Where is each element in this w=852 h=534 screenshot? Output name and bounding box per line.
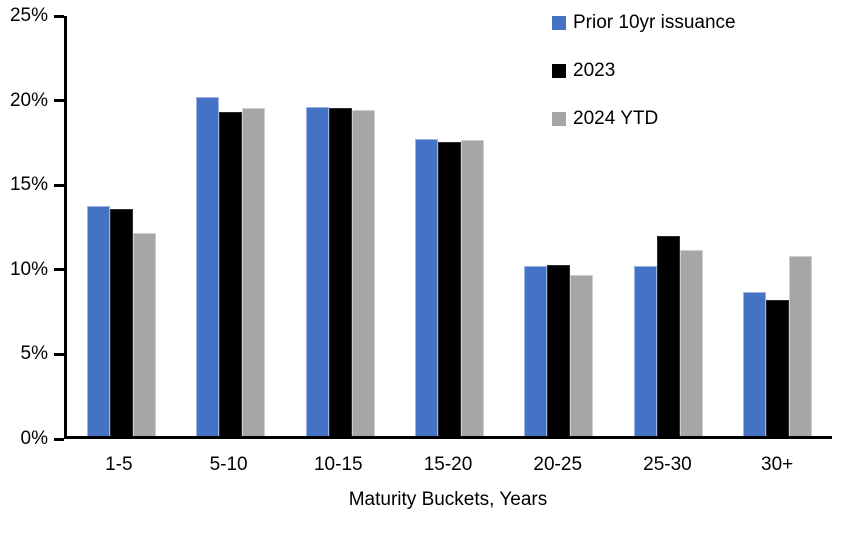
bar <box>547 264 571 436</box>
legend-swatch <box>552 15 566 30</box>
bar <box>351 110 375 436</box>
bar <box>87 205 111 436</box>
x-axis-label: 5-10 <box>209 454 248 475</box>
bar <box>656 236 680 436</box>
bar <box>765 299 789 436</box>
bar <box>219 111 243 436</box>
bar <box>196 96 220 436</box>
bar <box>414 138 438 436</box>
legend-swatch <box>552 63 566 78</box>
y-tick-label: 15% <box>9 174 48 196</box>
legend: Prior 10yr issuance 2023 2024 YTD <box>552 12 736 129</box>
legend-label: Prior 10yr issuance <box>573 12 736 33</box>
y-tick-label: 5% <box>20 343 48 365</box>
bar-group <box>286 16 395 436</box>
y-tick-label: 25% <box>9 5 48 26</box>
y-tick-label: 0% <box>20 428 48 449</box>
bar <box>110 209 134 436</box>
bar <box>328 108 352 436</box>
y-tick-mark <box>54 183 64 187</box>
bar-group <box>395 16 504 436</box>
y-tick-mark <box>54 14 64 18</box>
bar <box>305 106 329 436</box>
legend-label: 2023 <box>573 60 616 81</box>
x-axis-label: 10-15 <box>313 454 363 475</box>
bar <box>524 266 548 436</box>
bar <box>788 256 812 436</box>
bar <box>570 274 594 436</box>
bar-group <box>176 16 285 436</box>
x-axis-labels: 1-5 5-10 10-15 15-20 20-25 25-30 30+ <box>64 454 832 476</box>
bar <box>742 291 766 436</box>
x-axis-label: 1-5 <box>105 454 133 475</box>
bar <box>437 142 461 436</box>
legend-swatch <box>552 111 566 126</box>
legend-item: Prior 10yr issuance <box>552 12 736 33</box>
legend-item: 2024 YTD <box>552 108 736 129</box>
bar-group <box>723 16 832 436</box>
x-axis-label: 15-20 <box>423 454 473 475</box>
bar <box>133 232 157 436</box>
y-tick-mark <box>54 268 64 272</box>
x-axis-label: 30+ <box>761 454 794 475</box>
y-tick-label: 20% <box>9 89 48 111</box>
bar-group <box>613 16 722 436</box>
bar <box>460 140 484 436</box>
y-tick-label: 10% <box>9 258 48 280</box>
legend-item: 2023 <box>552 60 736 81</box>
bar <box>242 108 266 436</box>
legend-label: 2024 YTD <box>573 108 659 129</box>
y-tick-mark <box>54 352 64 356</box>
y-tick-mark <box>54 99 64 103</box>
x-axis-title: Maturity Buckets, Years <box>348 489 548 510</box>
bar <box>633 266 657 436</box>
x-axis-label: 25-30 <box>643 454 692 475</box>
y-tick-mark <box>54 437 64 441</box>
plot-area <box>64 16 832 439</box>
bar-group <box>504 16 613 436</box>
bar <box>679 249 703 436</box>
x-axis-label: 20-25 <box>533 454 583 475</box>
bar-group <box>67 16 176 436</box>
